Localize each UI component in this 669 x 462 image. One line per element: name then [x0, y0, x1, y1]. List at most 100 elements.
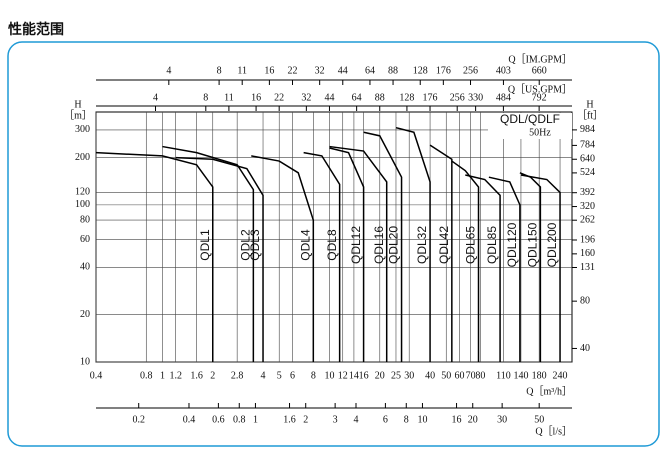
axis-tick-label: 11	[237, 65, 247, 76]
axis-title: Q［IM.GPM］	[508, 53, 572, 65]
y-tick-label: 60	[80, 234, 90, 245]
y2-axis-title: H	[586, 99, 593, 110]
series-label: QDL4	[298, 229, 312, 261]
series-line	[329, 147, 365, 362]
x-tick-label: 14	[349, 370, 359, 381]
series-line	[303, 151, 341, 362]
y2-tick-label: 131	[580, 262, 595, 273]
axis-tick-label: 50	[534, 414, 544, 425]
y2-tick-label: 984	[580, 124, 595, 135]
y2-tick-label: 262	[580, 214, 595, 225]
axis-tick-label: 6	[383, 414, 388, 425]
series-label: QDL3	[248, 229, 262, 261]
series-label: QDL42	[437, 226, 451, 264]
axis-tick-label: 2	[303, 414, 308, 425]
axis-tick-label: 128	[413, 65, 428, 76]
axis-tick-label: 88	[375, 92, 385, 103]
axis-tick-label: 484	[496, 92, 511, 103]
axis-tick-label: 64	[352, 92, 362, 103]
x-tick-label: 12	[338, 370, 348, 381]
series-line	[395, 126, 431, 362]
y-tick-label: 20	[80, 309, 90, 320]
y2-tick-label: 160	[580, 248, 595, 259]
x-tick-label: 40	[425, 370, 435, 381]
x-tick-label: 80	[475, 370, 485, 381]
heading: 性能范围	[8, 21, 64, 38]
y2-tick-label: 40	[580, 343, 590, 354]
y2-tick-label: 784	[580, 140, 595, 151]
axis-tick-label: 330	[468, 92, 483, 103]
y-axis-title: ［m］	[64, 109, 92, 121]
y2-tick-label: 392	[580, 187, 595, 198]
axis-tick-label: 660	[532, 65, 547, 76]
y-tick-label: 40	[80, 262, 90, 273]
series-line	[175, 156, 264, 362]
x-tick-label: 25	[391, 370, 401, 381]
axis-tick-label: 22	[274, 92, 284, 103]
series-label: QDL12	[349, 226, 363, 264]
axis-tick-label: 1	[253, 414, 258, 425]
axis-tick-label: 32	[315, 65, 325, 76]
legend-title: QDL/QDLF	[500, 112, 560, 126]
x-axis-title: Q［m³/h］	[526, 385, 572, 397]
y2-tick-label: 640	[580, 154, 595, 165]
series-line	[520, 174, 561, 362]
y-tick-label: 300	[75, 124, 90, 135]
series-label: QDL120	[505, 222, 519, 267]
axis-tick-label: 0.6	[212, 414, 225, 425]
axis-tick-label: 16	[251, 92, 261, 103]
series-line	[429, 144, 453, 362]
x-tick-label: 20	[375, 370, 385, 381]
axis-tick-label: 0.8	[233, 414, 246, 425]
axis-tick-label: 1.6	[283, 414, 296, 425]
axis-title: Q［l/s］	[535, 425, 572, 437]
y2-tick-label: 524	[580, 167, 595, 178]
axis-tick-label: 8	[217, 65, 222, 76]
series-line	[95, 151, 214, 362]
x-tick-label: 0.8	[140, 370, 153, 381]
axis-tick-label: 256	[450, 92, 465, 103]
legend-subtitle: 50Hz	[529, 127, 551, 138]
frame	[7, 41, 660, 447]
axis-tick-label: 128	[399, 92, 414, 103]
series-label: QDL20	[387, 226, 401, 264]
series-line	[162, 145, 255, 362]
y-tick-label: 80	[80, 214, 90, 225]
series-line	[488, 176, 521, 362]
series-line	[363, 131, 403, 362]
x-tick-label: 5	[277, 370, 282, 381]
y2-tick-label: 320	[580, 201, 595, 212]
x-tick-label: 2.8	[231, 370, 244, 381]
x-tick-label: 140	[513, 370, 528, 381]
series-label: QDL65	[464, 226, 478, 264]
axis-tick-label: 4	[153, 92, 158, 103]
x-tick-label: 1.6	[190, 370, 203, 381]
y-tick-label: 10	[80, 356, 90, 367]
x-tick-label: 60	[454, 370, 464, 381]
series-label: QDL1	[198, 229, 212, 261]
series-label: QDL200	[545, 222, 559, 267]
x-tick-label: 50	[441, 370, 451, 381]
x-tick-label: 0.4	[90, 370, 103, 381]
axis-tick-label: 4	[166, 65, 171, 76]
axis-tick-label: 792	[532, 92, 547, 103]
y-tick-label: 200	[75, 152, 90, 163]
series-label: QDL8	[325, 229, 339, 261]
axis-tick-label: 30	[497, 414, 507, 425]
series-label: QDL32	[415, 226, 429, 264]
y2-axis-title: ［ft］	[577, 109, 603, 121]
x-tick-label: 16	[359, 370, 369, 381]
y-tick-label: 120	[75, 187, 90, 198]
axis-tick-label: 22	[287, 65, 297, 76]
x-tick-label: 110	[496, 370, 511, 381]
x-tick-label: 8	[311, 370, 316, 381]
axis-tick-label: 64	[365, 65, 375, 76]
series-label: QDL150	[526, 222, 540, 267]
x-tick-label: 6	[290, 370, 295, 381]
series-label: QDL2	[239, 229, 253, 261]
axis-tick-label: 16	[452, 414, 462, 425]
axis-tick-label: 11	[224, 92, 234, 103]
x-tick-label: 30	[404, 370, 414, 381]
axis-tick-label: 0.2	[132, 414, 145, 425]
